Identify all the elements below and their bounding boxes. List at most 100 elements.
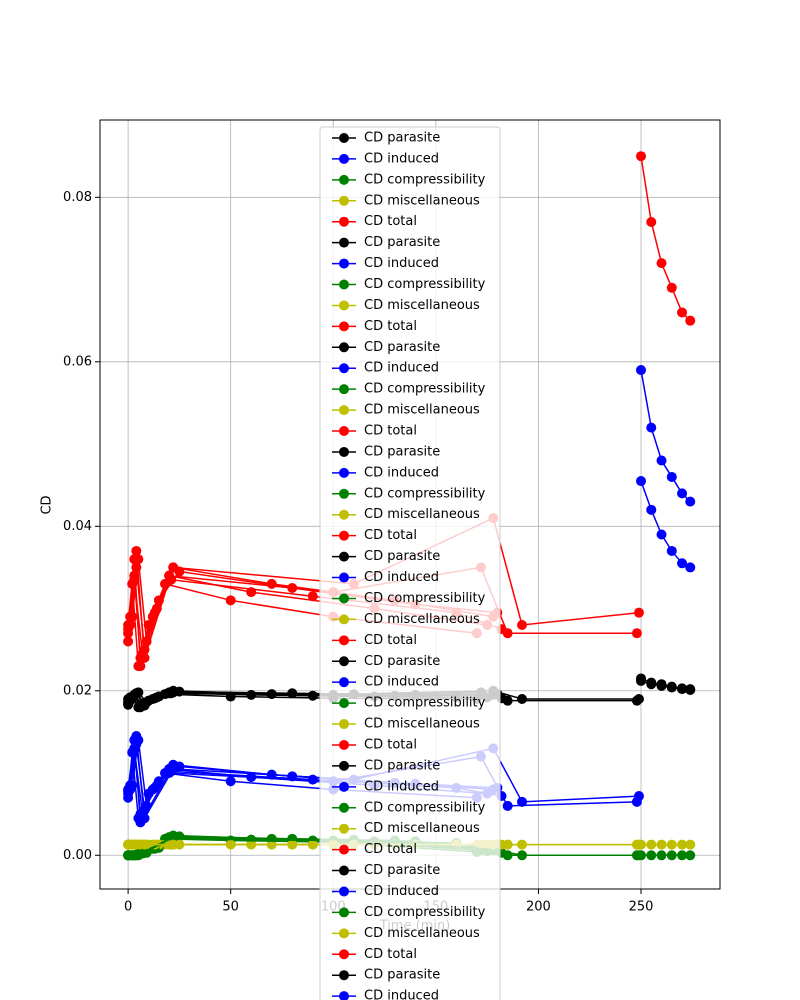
legend-label: CD induced xyxy=(364,989,439,1000)
y-tick-label: 0.08 xyxy=(63,190,92,205)
point xyxy=(656,839,667,850)
point xyxy=(168,839,179,850)
point xyxy=(646,850,657,861)
legend-label: CD parasite xyxy=(364,549,440,564)
series xyxy=(636,839,696,850)
legend-marker xyxy=(339,363,349,374)
legend-label: CD induced xyxy=(364,361,439,376)
legend-marker xyxy=(339,907,349,918)
legend-box xyxy=(319,126,501,1000)
point xyxy=(131,850,142,861)
x-tick-label: 200 xyxy=(526,900,551,915)
legend-label: CD total xyxy=(364,424,417,439)
point xyxy=(666,471,677,482)
legend-label: CD miscellaneous xyxy=(364,507,480,522)
legend-label: CD compressibility xyxy=(364,905,486,920)
point xyxy=(168,763,179,774)
y-tick-label: 0.00 xyxy=(63,848,92,863)
legend: CD parasite CD induced CD compressibility C… xyxy=(319,126,501,1000)
x-tick-label: 0 xyxy=(124,900,132,915)
y-axis-label: CD xyxy=(40,495,55,514)
legend-label: CD compressibility xyxy=(364,382,486,397)
series xyxy=(636,675,696,695)
legend-marker xyxy=(339,342,349,353)
point xyxy=(168,832,179,843)
legend-label: CD miscellaneous xyxy=(364,612,480,627)
point xyxy=(677,488,688,499)
legend-label: CD parasite xyxy=(364,444,440,459)
legend-marker xyxy=(339,426,349,437)
point xyxy=(131,731,142,742)
series-line xyxy=(127,740,637,825)
legend-label: CD compressibility xyxy=(364,277,486,292)
point xyxy=(139,847,150,858)
series-line xyxy=(640,156,691,322)
legend-marker xyxy=(339,237,349,248)
legend-marker xyxy=(339,195,349,206)
legend-label: CD total xyxy=(364,319,417,334)
legend-marker xyxy=(339,781,349,792)
point xyxy=(677,839,688,850)
y-tick-label: 0.02 xyxy=(63,683,92,698)
legend-marker xyxy=(339,614,349,625)
legend-label: CD induced xyxy=(364,151,439,166)
legend-marker xyxy=(339,321,349,332)
legend-marker xyxy=(339,384,349,395)
point xyxy=(139,813,150,824)
point xyxy=(225,776,236,787)
legend-label: CD parasite xyxy=(364,235,440,250)
legend-label: CD induced xyxy=(364,256,439,271)
point xyxy=(646,216,657,227)
series xyxy=(636,476,696,573)
point xyxy=(677,850,688,861)
point xyxy=(139,839,150,850)
y-tick-label: 0.04 xyxy=(63,519,92,534)
legend-marker xyxy=(339,991,349,1000)
point xyxy=(685,850,696,861)
legend-label: CD compressibility xyxy=(364,591,486,606)
legend-label: CD miscellaneous xyxy=(364,926,480,941)
series xyxy=(636,365,696,507)
legend-label: CD total xyxy=(364,528,417,543)
legend-marker xyxy=(339,823,349,834)
point xyxy=(517,619,528,630)
point xyxy=(633,607,644,618)
point xyxy=(646,839,657,850)
legend-label: CD parasite xyxy=(364,340,440,355)
legend-marker xyxy=(339,488,349,499)
legend-marker xyxy=(339,677,349,688)
point xyxy=(168,562,179,573)
point xyxy=(149,782,160,793)
point xyxy=(685,496,696,507)
legend-marker xyxy=(339,656,349,667)
legend-marker xyxy=(339,174,349,185)
legend-label: CD compressibility xyxy=(364,696,486,711)
point xyxy=(685,839,696,850)
point xyxy=(677,684,688,695)
legend-label: CD total xyxy=(364,737,417,752)
point xyxy=(633,791,644,802)
point xyxy=(517,850,528,861)
legend-marker xyxy=(339,446,349,457)
point xyxy=(636,151,647,162)
legend-label: CD compressibility xyxy=(364,172,486,187)
point xyxy=(685,315,696,326)
point xyxy=(685,562,696,573)
legend-label: CD parasite xyxy=(364,758,440,773)
point xyxy=(656,455,667,466)
point xyxy=(307,591,318,602)
point xyxy=(666,850,677,861)
legend-label: CD miscellaneous xyxy=(364,298,480,313)
point xyxy=(685,684,696,695)
legend-label: CD parasite xyxy=(364,863,440,878)
series xyxy=(125,685,644,711)
legend-label: CD parasite xyxy=(364,654,440,669)
point xyxy=(225,595,236,606)
series xyxy=(636,151,696,326)
legend-marker xyxy=(339,970,349,981)
point xyxy=(646,422,657,433)
legend-marker xyxy=(339,133,349,143)
point xyxy=(125,611,136,622)
legend-marker xyxy=(339,153,349,164)
